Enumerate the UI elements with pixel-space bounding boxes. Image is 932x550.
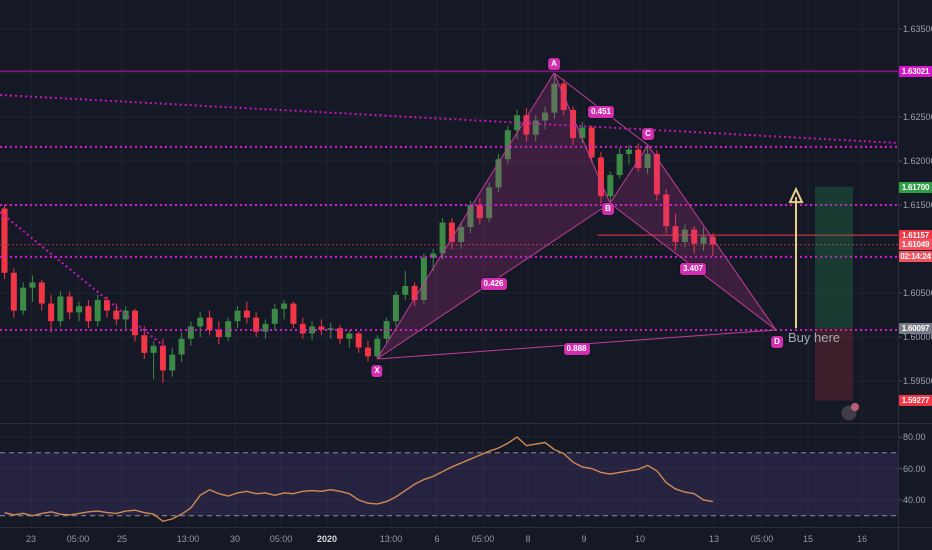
rsi-tick-label: 80.00 (903, 432, 926, 442)
pattern-ratio-label: 3.407 (679, 262, 707, 275)
rsi-tick-label: 60.00 (903, 463, 926, 474)
buy-here-text-drawing[interactable]: Buy here (788, 330, 841, 345)
price-axis-badge: 1.61700 (899, 181, 932, 193)
time-axis-label: 13 (708, 534, 720, 544)
time-axis-label: 16 (856, 534, 868, 544)
time-axis-label: 2020 (316, 534, 338, 544)
time-axis-label: 05:00 (750, 534, 774, 544)
time-axis-label: 25 (116, 534, 128, 544)
time-axis-label: 10 (634, 534, 646, 544)
price-axis-badge: 1.63021 (899, 65, 932, 77)
pattern-point-label-C[interactable]: C (642, 128, 654, 140)
time-axis-label: 05:00 (269, 534, 293, 544)
price-tick-label: 1.61500 (903, 200, 932, 210)
time-axis-label: 8 (525, 534, 531, 544)
time-axis-label: 9 (581, 534, 587, 544)
publisher-watermark-logo (841, 402, 860, 421)
price-axis[interactable] (899, 0, 932, 527)
pattern-ratio-label: 0.451 (587, 106, 615, 119)
pattern-ratio-label: 0.888 (563, 343, 590, 356)
pattern-point-label-B[interactable]: B (602, 203, 614, 215)
time-axis-label: 05:00 (471, 534, 495, 544)
rsi-indicator[interactable] (0, 436, 898, 523)
grid-lines (0, 0, 898, 527)
time-axis-label: 13:00 (176, 534, 200, 544)
time-axis-label: 23 (25, 534, 37, 544)
price-axis-badge: 1.59277 (899, 395, 932, 407)
buy-arrow-drawing[interactable] (788, 186, 804, 329)
rsi-tick-label: 40.00 (903, 495, 926, 505)
trendlines[interactable] (0, 94, 899, 348)
price-tick-label: 1.62500 (903, 112, 932, 122)
price-tick-label: 1.63500 (903, 24, 932, 34)
price-tick-label: 1.62000 (903, 156, 932, 166)
time-axis-label: 6 (434, 534, 440, 544)
time-axis-label: 30 (229, 534, 241, 544)
price-axis-badge: 1.61049 (899, 239, 932, 251)
price-axis-badge: 02:14:24 (899, 250, 932, 262)
price-tick-label: 1.60500 (903, 288, 932, 298)
time-axis-label: 05:00 (66, 534, 90, 544)
price-level-lines[interactable] (0, 70, 898, 331)
time-axis-label: 13:00 (379, 534, 403, 544)
time-axis[interactable] (0, 528, 932, 550)
pattern-point-label-D[interactable]: D (771, 336, 783, 348)
price-tick-label: 1.60000 (903, 332, 932, 342)
price-tick-label: 1.59500 (903, 376, 932, 386)
pattern-point-label-X[interactable]: X (371, 365, 383, 377)
price-axis-badge: 1.61157 (899, 229, 932, 241)
long-position-tool[interactable] (815, 186, 853, 401)
price-axis-badge: 1.60097 (899, 322, 932, 334)
candlesticks[interactable] (1, 73, 716, 383)
pattern-ratio-label: 0.426 (480, 278, 507, 291)
time-axis-label: 15 (802, 534, 814, 544)
pattern-point-label-A[interactable]: A (548, 58, 560, 70)
